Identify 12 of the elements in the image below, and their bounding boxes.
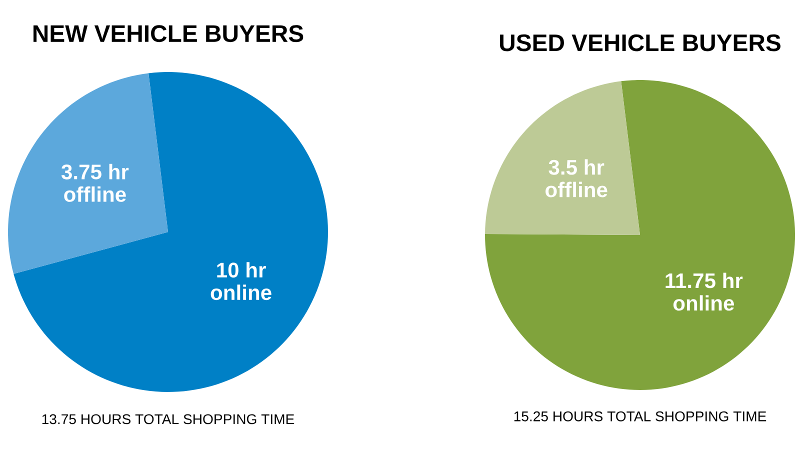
chart-title: USED VEHICLE BUYERS (500, 34, 780, 52)
data-label: 3.75 hr (61, 164, 129, 180)
data-label: 11.75 hr (666, 272, 743, 288)
slice-label: online (673, 295, 734, 311)
slice-label: online (210, 284, 272, 300)
text: 13.75 HOURS TOTAL SHOPPING TIME (42, 414, 294, 424)
data-label: 10 hr (217, 262, 266, 278)
slice-label: offline (546, 182, 608, 198)
slice-label: offline (64, 186, 126, 202)
chart-title: NEW VEHICLE BUYERS (34, 25, 304, 42)
data-label: 3.5 hr (548, 159, 604, 175)
text: 15.25 HOURS TOTAL SHOPPING TIME (514, 411, 766, 422)
